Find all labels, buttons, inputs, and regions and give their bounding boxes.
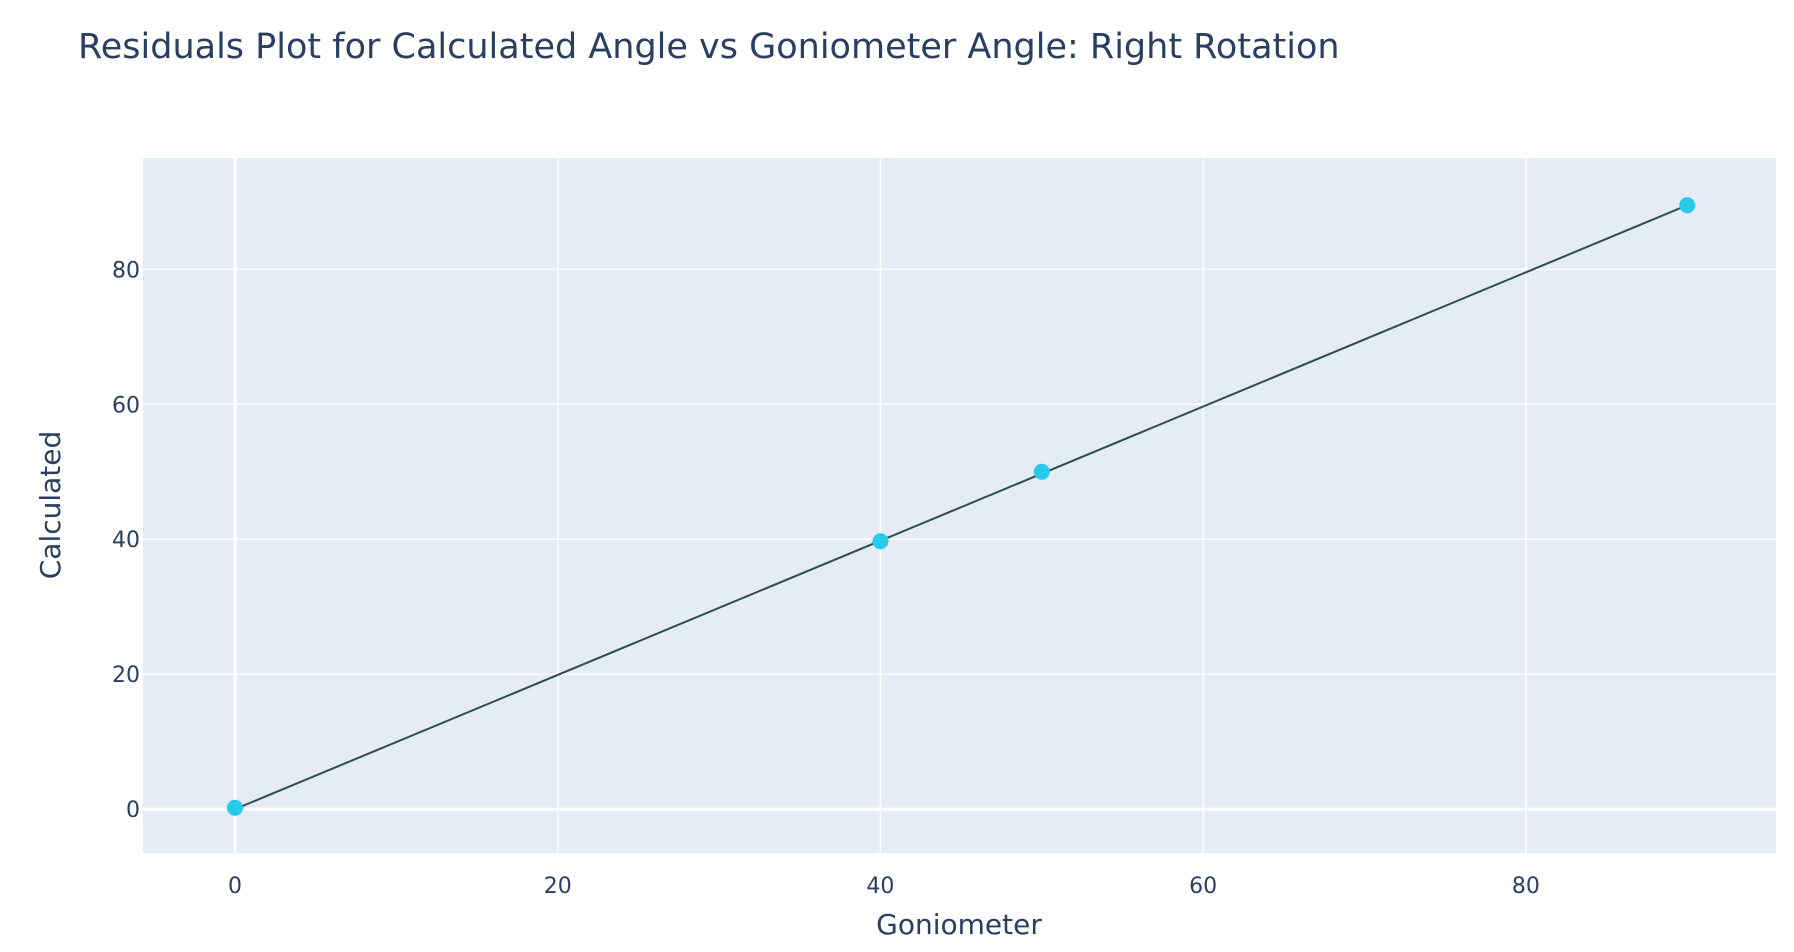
x-tick-label: 20 [544,874,572,899]
x-tick-label: 80 [1512,874,1540,899]
y-tick-label: 60 [112,393,140,418]
fit-line [234,204,1688,811]
x-axis-title: Goniometer [876,908,1042,941]
y-tick-label: 0 [126,798,140,823]
plot-area [143,158,1776,853]
x-gridlines [556,158,1527,853]
y-tick-labels: 0 20 40 60 80 [112,258,140,823]
x-tick-label: 60 [1189,874,1217,899]
data-point[interactable] [226,799,243,816]
data-point[interactable] [1033,463,1050,480]
x-tick-label: 40 [866,874,894,899]
y-tick-label: 80 [112,258,140,283]
y-tick-label: 20 [112,663,140,688]
data-point[interactable] [1679,197,1696,214]
x-tick-labels: 0 20 40 60 80 [228,874,1540,899]
y-gridlines [143,268,1776,675]
data-point[interactable] [872,533,889,550]
x-tick-label: 0 [228,874,242,899]
zero-lines [143,158,1776,853]
chart-title: Residuals Plot for Calculated Angle vs G… [78,27,1340,67]
series-layer [226,197,1696,816]
y-tick-label: 40 [112,528,140,553]
y-axis-title: Calculated [34,431,67,580]
